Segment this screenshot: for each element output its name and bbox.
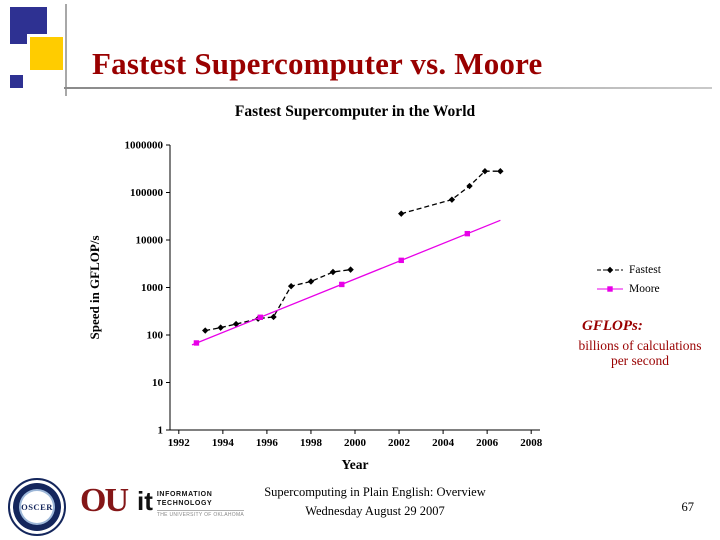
legend-item-moore: Moore	[596, 283, 661, 295]
series-fastest-line	[401, 170, 501, 215]
series-fastest-marker	[270, 313, 277, 321]
legend-label: Fastest	[629, 264, 661, 276]
series-fastest-marker	[466, 182, 473, 190]
gflops-note: GFLOPs: billions of calculations per sec…	[570, 318, 710, 368]
y-tick-label: 1	[158, 425, 164, 437]
it-text-line2: TECHNOLOGY	[156, 500, 213, 508]
series-fastest-marker	[347, 266, 354, 273]
chart-svg: 1 10 100 1000 10000 100000 1000000 1992 1994 1996…	[87, 103, 543, 472]
legend-marker-shape	[607, 286, 613, 292]
series-fastest-marker	[497, 168, 504, 175]
series-fastest-line	[205, 268, 351, 332]
series-fastest-marker	[448, 196, 456, 203]
logo-row: OSCER OU it INFORMATION TECHNOLOGY THE U…	[8, 478, 245, 536]
legend-marker-shape	[606, 266, 614, 274]
it-text-line1: INFORMATION	[156, 491, 213, 498]
series-fastest-marker	[232, 320, 240, 328]
series-fastest-marker	[481, 168, 489, 175]
series-moore-marker	[339, 281, 345, 288]
x-tick-label: 2006	[476, 437, 499, 449]
series-fastest-marker	[398, 210, 405, 217]
gflops-body: billions of calculations per second	[578, 338, 702, 369]
ou-logo: OU	[80, 482, 129, 519]
oscer-logo: OSCER	[8, 478, 66, 536]
page-number: 67	[681, 500, 695, 514]
series-fastest-marker	[217, 324, 224, 331]
series-moore-marker	[398, 257, 404, 264]
series-fastest-marker	[307, 278, 315, 285]
decoration-horizontal-line	[64, 87, 712, 89]
series-moore-marker	[193, 340, 200, 346]
y-tick-label: 1000000	[125, 140, 164, 152]
x-tick-label: 2004	[432, 437, 455, 449]
series-fastest-marker	[329, 268, 337, 276]
y-tick-label: 10000	[136, 235, 164, 247]
chart-legend: Fastest Moore	[596, 264, 661, 295]
x-tick-label: 1998	[300, 437, 323, 449]
series-moore-line	[191, 219, 501, 346]
chart: 1 10 100 1000 10000 100000 1000000 1992 1994 1996…	[85, 96, 585, 496]
series-moore-marker	[257, 314, 263, 320]
legend-label: Moore	[629, 283, 660, 295]
series-fastest-marker	[287, 282, 295, 290]
legend-marker-moore	[597, 286, 623, 292]
x-tick-label: 1996	[256, 437, 279, 449]
ouit-logo: it INFORMATION TECHNOLOGY THE UNIVERSITY…	[137, 486, 245, 519]
footer-line1: Supercomputing in Plain English: Overvie…	[264, 485, 486, 499]
y-axis-title: Speed in GFLOP/s	[87, 235, 102, 339]
y-tick-label: 100	[147, 330, 164, 342]
oscer-logo-text: OSCER	[21, 502, 53, 512]
it-sub-text: THE UNIVERSITY OF OKLAHOMA	[156, 510, 245, 519]
legend-marker-fastest	[597, 266, 623, 274]
series-moore-marker	[464, 230, 471, 237]
y-tick-label: 1000	[141, 282, 164, 294]
decoration-yellow-square	[30, 37, 63, 70]
x-tick-label: 2000	[344, 437, 367, 449]
x-tick-label: 2002	[388, 437, 411, 449]
x-tick-label: 2008	[520, 437, 543, 449]
decoration-navy-small-square	[10, 75, 23, 88]
chart-title: Fastest Supercomputer in the World	[235, 103, 476, 120]
slide-title: Fastest Supercomputer vs. Moore	[92, 46, 543, 81]
footer: Supercomputing in Plain English: Overvie…	[225, 483, 525, 521]
x-tick-label: 1994	[212, 437, 235, 449]
x-axis-title: Year	[342, 457, 369, 472]
y-tick-label: 100000	[130, 187, 164, 199]
series-fastest-marker	[202, 327, 209, 334]
gflops-heading: GFLOPs:	[582, 318, 643, 334]
it-logo-glyph: it	[137, 486, 153, 516]
it-logo-text: INFORMATION TECHNOLOGY THE UNIVERSITY OF…	[156, 490, 245, 519]
y-tick-label: 10	[152, 377, 164, 389]
legend-item-fastest: Fastest	[596, 264, 661, 276]
decoration-vertical-line	[65, 4, 67, 96]
footer-line2: Wednesday August 29 2007	[305, 503, 445, 518]
x-tick-label: 1992	[168, 437, 191, 449]
